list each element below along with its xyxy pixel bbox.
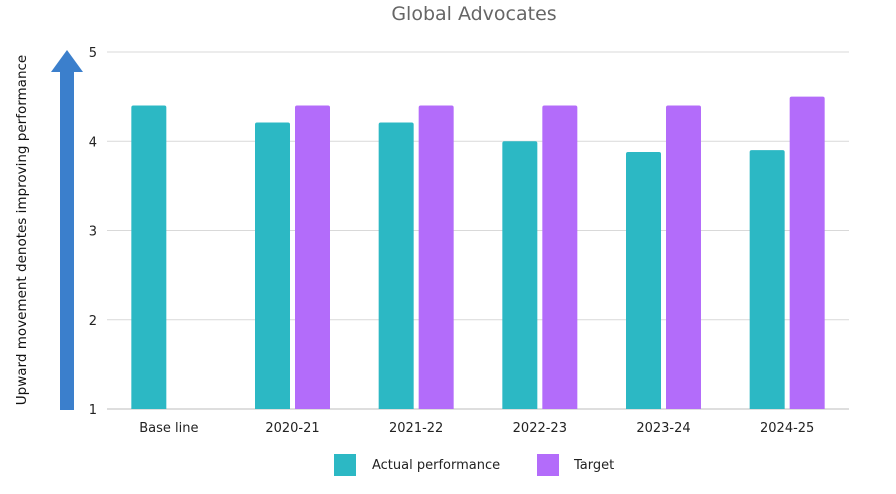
y-tick-labels: 1 2 3 4 5 xyxy=(89,46,97,418)
y-axis-label: Upward movement denotes improving perfor… xyxy=(14,55,30,405)
gridlines xyxy=(107,51,849,410)
bar-actual-base-line xyxy=(131,105,167,410)
legend: Actual performance Target xyxy=(334,454,614,476)
bar-target-2024-25 xyxy=(789,96,825,409)
chart-title: Global Advocates xyxy=(391,3,556,25)
x-tick-label: Base line xyxy=(139,421,198,436)
bar-target-2023-24 xyxy=(666,105,701,410)
y-tick-label: 3 xyxy=(89,225,97,240)
x-tick-label: 2020-21 xyxy=(265,421,319,436)
legend-swatch-target xyxy=(537,454,559,476)
bar-actual-2022-23 xyxy=(502,141,538,409)
bars xyxy=(131,96,825,410)
up-arrow-shaft xyxy=(60,70,74,410)
x-tick-label: 2023-24 xyxy=(636,421,690,436)
bar-target-2022-23 xyxy=(542,105,578,410)
x-tick-label: 2024-25 xyxy=(760,421,814,436)
bar-target-2020-21 xyxy=(295,105,330,410)
y-tick-label: 1 xyxy=(89,403,97,418)
y-tick-label: 5 xyxy=(89,46,97,61)
legend-swatch-actual xyxy=(334,454,356,476)
y-tick-label: 2 xyxy=(89,314,97,329)
x-tick-labels: Base line 2020-21 2021-22 2022-23 2023-24 202… xyxy=(139,421,814,436)
bar-actual-2021-22 xyxy=(378,122,414,409)
y-tick-label: 4 xyxy=(89,135,97,150)
legend-label-target: Target xyxy=(573,458,614,473)
x-tick-label: 2021-22 xyxy=(389,421,443,436)
y-axis-arrow xyxy=(51,50,83,410)
x-tick-label: 2022-23 xyxy=(513,421,567,436)
legend-label-actual: Actual performance xyxy=(372,458,500,473)
bar-actual-2023-24 xyxy=(626,151,661,409)
bar-actual-2024-25 xyxy=(749,150,785,410)
up-arrow-icon xyxy=(51,50,83,72)
bar-target-2021-22 xyxy=(418,105,454,410)
bar-actual-2020-21 xyxy=(255,122,290,409)
